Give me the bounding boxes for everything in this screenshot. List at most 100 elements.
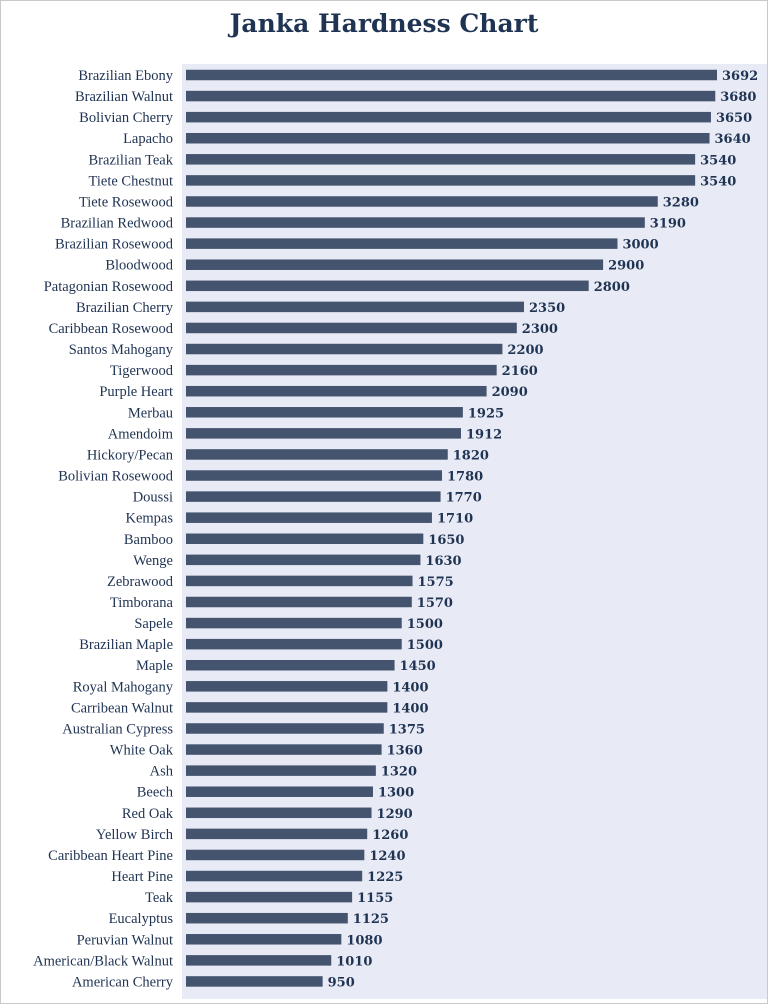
bar (186, 132, 710, 144)
category-label: Merbau (128, 405, 173, 421)
data-label: 1650 (428, 533, 464, 548)
category-label: Brazilian Ebony (78, 68, 173, 84)
bar (186, 807, 372, 819)
bar (186, 385, 487, 397)
data-label: 1360 (387, 744, 423, 759)
category-label: Caribbean Rosewood (49, 321, 174, 337)
bar (186, 891, 353, 903)
category-label: Purple Heart (99, 384, 173, 400)
bar (186, 491, 441, 502)
data-label: 1320 (381, 765, 417, 780)
category-label: Eucalyptus (109, 911, 174, 927)
bar (186, 828, 368, 840)
bar (186, 554, 421, 566)
data-label: 2350 (529, 301, 565, 316)
data-label: 1780 (447, 470, 483, 485)
category-label: Brazilian Teak (89, 152, 174, 168)
data-label: 1240 (369, 849, 405, 864)
data-label: 3540 (700, 174, 736, 189)
category-label: Bloodwood (105, 258, 173, 274)
bar (186, 111, 711, 123)
bar (186, 744, 382, 755)
data-label: 1125 (353, 912, 389, 927)
data-label: 1770 (446, 491, 482, 506)
category-label: Brazilian Cherry (76, 300, 174, 316)
bar (186, 196, 658, 207)
data-label: 3650 (716, 111, 752, 126)
data-label: 3540 (700, 153, 736, 168)
bars-layer: Brazilian Ebony 3692 Brazilian Walnut 3680 B… (33, 68, 758, 990)
data-label: 1260 (372, 828, 408, 843)
data-label: 2160 (502, 364, 538, 379)
bar (186, 786, 373, 797)
data-label: 1080 (346, 933, 382, 948)
category-label: Sapele (134, 616, 173, 632)
data-label: 1155 (357, 891, 393, 906)
category-label: Royal Mahogany (73, 679, 174, 695)
data-label: 1630 (425, 554, 461, 569)
data-label: 1010 (336, 954, 372, 969)
data-label: 1450 (400, 659, 436, 674)
category-label: Carribean Walnut (71, 700, 173, 716)
category-label: American Cherry (72, 974, 174, 990)
category-label: Doussi (133, 490, 173, 506)
data-label: 3000 (622, 238, 658, 253)
bar (186, 238, 618, 249)
category-label: Red Oak (122, 806, 174, 822)
data-label: 1500 (407, 638, 443, 653)
bar (186, 681, 388, 692)
category-label: Amendoim (108, 426, 174, 442)
data-label: 1375 (389, 722, 425, 737)
data-label: 1500 (407, 617, 443, 632)
category-label: Bolivian Cherry (79, 110, 174, 126)
category-label: Heart Pine (111, 869, 173, 885)
data-label: 1575 (418, 575, 454, 590)
category-label: Maple (136, 658, 173, 674)
category-label: Brazilian Walnut (75, 89, 173, 105)
category-label: Santos Mahogany (69, 342, 174, 358)
bar (186, 575, 413, 587)
bar (186, 912, 348, 924)
category-label: Brazilian Rosewood (55, 237, 174, 253)
data-label: 1912 (466, 427, 502, 442)
bar (186, 723, 384, 734)
bar (186, 364, 497, 376)
category-label: Tigerwood (110, 363, 174, 379)
bar (186, 849, 365, 861)
category-label: Australian Cypress (62, 721, 173, 737)
bar (186, 217, 645, 228)
data-label: 1570 (417, 596, 453, 611)
category-label: Hickory/Pecan (87, 447, 174, 463)
bar (186, 765, 376, 776)
category-label: Teak (145, 890, 174, 906)
data-label: 1710 (437, 512, 473, 527)
category-label: Brazilian Redwood (61, 216, 174, 232)
bar (186, 280, 589, 292)
category-label: Timborana (110, 595, 174, 611)
data-label: 2090 (492, 385, 528, 400)
bar (186, 449, 448, 460)
data-label: 3190 (650, 217, 686, 232)
category-label: Zebrawood (107, 574, 174, 590)
bar (186, 955, 332, 966)
bar (186, 301, 524, 313)
category-label: Bolivian Rosewood (58, 469, 174, 485)
data-label: 2900 (608, 259, 644, 274)
bar (186, 69, 717, 81)
category-label: Lapacho (123, 131, 173, 147)
category-label: White Oak (110, 743, 174, 759)
bar (186, 175, 696, 186)
data-label: 1400 (392, 680, 428, 695)
category-label: Peruvian Walnut (77, 932, 173, 948)
data-label: 3692 (722, 69, 758, 84)
bar (186, 90, 716, 102)
category-label: American/Black Walnut (33, 953, 173, 969)
bar (186, 407, 463, 418)
data-label: 2800 (594, 280, 630, 295)
bar (186, 343, 503, 355)
bar (186, 870, 363, 882)
bar (186, 512, 432, 523)
bar (186, 596, 412, 608)
category-label: Patagonian Rosewood (44, 279, 174, 295)
